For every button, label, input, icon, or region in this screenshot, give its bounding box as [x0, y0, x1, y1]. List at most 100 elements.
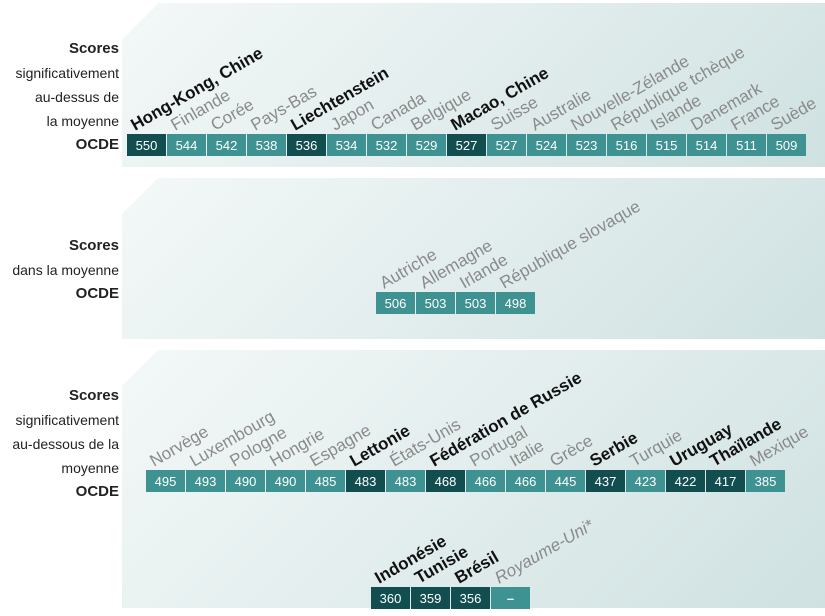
score-value: 529 — [416, 138, 438, 153]
score-value: 359 — [420, 591, 442, 606]
score-cell — [127, 134, 166, 156]
label-line: significativement — [15, 412, 120, 428]
score-cell — [727, 134, 766, 156]
score-value: 356 — [460, 591, 482, 606]
score-cell — [376, 292, 415, 314]
group-label-above: Scores significativement au-dessus de la… — [16, 37, 120, 157]
label-scores: Scores — [68, 237, 119, 254]
score-value: – — [507, 591, 514, 606]
score-value: 532 — [376, 138, 398, 153]
score-value: 527 — [456, 138, 478, 153]
score-value: 516 — [616, 138, 638, 153]
score-cell — [416, 292, 455, 314]
score-cell — [287, 134, 326, 156]
group-label-average: Scores dans la moyenne OCDE — [12, 234, 119, 306]
score-value: 542 — [216, 138, 238, 153]
score-cell — [306, 470, 345, 492]
score-cell — [607, 134, 646, 156]
score-cell — [367, 134, 406, 156]
score-value: 498 — [505, 296, 527, 311]
label-line: dans la moyenne — [12, 262, 119, 278]
score-cell — [666, 470, 705, 492]
label-ocde: OCDE — [75, 483, 119, 500]
score-cell — [186, 470, 225, 492]
score-cell — [407, 134, 446, 156]
score-value: 417 — [715, 474, 737, 489]
score-cell — [626, 470, 665, 492]
score-value: 503 — [425, 296, 447, 311]
score-value: 536 — [296, 138, 318, 153]
score-cell — [411, 587, 450, 609]
label-line: la moyenne — [46, 113, 119, 129]
score-value: 544 — [176, 138, 198, 153]
score-value: 511 — [736, 138, 757, 153]
score-cell — [327, 134, 366, 156]
score-cell — [487, 134, 526, 156]
score-cell — [426, 470, 465, 492]
score-cell — [371, 587, 410, 609]
score-value: 515 — [656, 138, 678, 153]
label-line: au-dessous de la — [12, 436, 119, 452]
label-line: moyenne — [61, 460, 119, 476]
score-cell — [706, 470, 745, 492]
score-value: 509 — [776, 138, 798, 153]
score-cell — [466, 470, 505, 492]
score-cell — [496, 292, 535, 314]
label-ocde: OCDE — [75, 285, 119, 302]
score-value: 493 — [195, 474, 217, 489]
score-cell — [746, 470, 785, 492]
score-value: 503 — [465, 296, 487, 311]
score-value: 385 — [755, 474, 777, 489]
score-cell — [207, 134, 246, 156]
score-value: 466 — [475, 474, 497, 489]
country-name-label: République slovaque — [497, 197, 644, 293]
score-value: 468 — [435, 474, 457, 489]
country-name-label: Grèce — [547, 431, 597, 471]
score-cell — [647, 134, 686, 156]
score-cell — [167, 134, 206, 156]
score-value: 445 — [555, 474, 577, 489]
label-line: au-dessus de — [34, 89, 119, 105]
score-cell — [266, 470, 305, 492]
score-cell — [767, 134, 806, 156]
score-value: 524 — [536, 138, 558, 153]
score-value: 506 — [385, 296, 407, 311]
score-cell — [447, 134, 486, 156]
score-value: 423 — [635, 474, 657, 489]
score-value: 495 — [155, 474, 177, 489]
score-value: 538 — [256, 138, 278, 153]
score-value: 360 — [380, 591, 402, 606]
score-value: 514 — [696, 138, 718, 153]
score-cell — [226, 470, 265, 492]
score-cell — [386, 470, 425, 492]
country-name-label: Royaume-Uni* — [492, 515, 598, 587]
score-value: 483 — [395, 474, 417, 489]
label-ocde: OCDE — [75, 136, 119, 153]
score-value: 490 — [275, 474, 297, 489]
score-value: 523 — [576, 138, 598, 153]
label-line: significativement — [15, 65, 120, 81]
score-value: 483 — [355, 474, 377, 489]
score-cell — [491, 587, 530, 609]
score-value: 485 — [315, 474, 337, 489]
score-value: 437 — [595, 474, 617, 489]
score-value: 490 — [235, 474, 257, 489]
score-value: 422 — [675, 474, 697, 489]
group-label-below: Scores significativement au-dessous de l… — [12, 384, 119, 504]
score-value: 466 — [515, 474, 537, 489]
score-cell — [451, 587, 490, 609]
score-cell — [456, 292, 495, 314]
score-value: 534 — [336, 138, 358, 153]
label-scores: Scores — [68, 387, 119, 404]
score-cell — [687, 134, 726, 156]
score-value: 550 — [136, 138, 158, 153]
score-cell — [546, 470, 585, 492]
score-cell — [346, 470, 385, 492]
score-cell — [506, 470, 545, 492]
score-cell — [586, 470, 625, 492]
score-cell — [146, 470, 185, 492]
score-cell — [567, 134, 606, 156]
score-cell — [527, 134, 566, 156]
label-scores: Scores — [68, 40, 119, 57]
